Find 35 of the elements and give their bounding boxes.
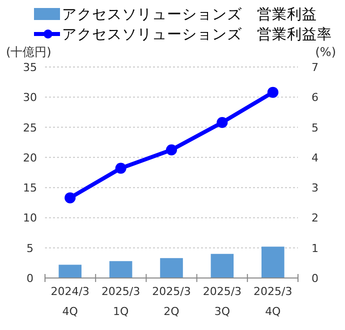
y2-tick-label: 2 <box>312 212 318 225</box>
x-tick-label: 2025/3 3Q <box>202 285 242 318</box>
bar <box>109 261 132 278</box>
y-tick-label: 5 <box>26 242 34 255</box>
y2-tick-label: 7 <box>312 61 318 74</box>
y2-tick-label: 1 <box>312 242 318 255</box>
y-axis-title: (十億円) <box>6 45 52 59</box>
point <box>64 192 76 204</box>
point <box>166 144 177 156</box>
legend-label: アクセスソリューションズ 営業利益 <box>62 6 317 23</box>
bar <box>58 264 82 278</box>
y2-axis-title: (%) <box>315 45 336 59</box>
x-tick-label: 2025/3 4Q <box>254 285 292 318</box>
y-tick-label: 30 <box>23 91 37 104</box>
y2-tick-label: 5 <box>312 121 318 134</box>
y-tick-label: 35 <box>23 61 37 74</box>
y2-tick-label: 4 <box>312 151 318 164</box>
y2-tick-label: 3 <box>312 182 318 195</box>
point <box>216 116 228 128</box>
y-tick-label: 0 <box>26 272 34 285</box>
legend-label: アクセスソリューションズ 営業利益率 <box>62 26 332 43</box>
y-tick-label: 20 <box>23 151 37 164</box>
x-tick-label: 2025/3 2Q <box>152 285 191 318</box>
y-tick-label: 25 <box>23 121 37 134</box>
y-tick-label: 15 <box>23 182 37 195</box>
y2-tick-label: 6 <box>312 91 318 104</box>
bar <box>160 258 183 278</box>
x-tick-label: 2024/3 4Q <box>50 285 90 318</box>
y-tick-label: 10 <box>23 212 37 225</box>
point <box>267 86 278 98</box>
point <box>115 162 126 174</box>
x-tick-label: 2025/3 1Q <box>101 285 140 318</box>
bar <box>261 246 284 278</box>
y2-tick-label: 0 <box>312 272 318 285</box>
bar <box>210 254 234 278</box>
